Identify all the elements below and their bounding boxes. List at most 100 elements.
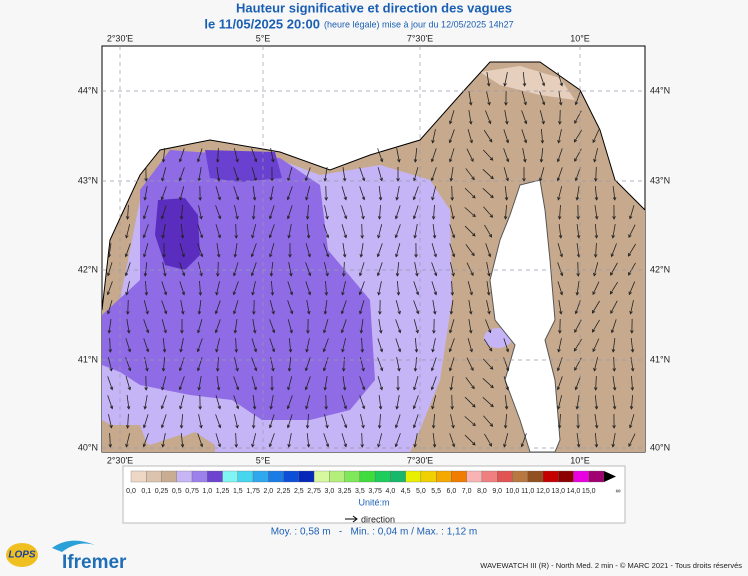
arrow-head [109,424,113,429]
color-swatch [146,470,162,483]
arrow-head [488,234,492,238]
arrow-head [557,216,562,220]
arrow-head [216,177,221,182]
arrow [179,148,185,162]
arrow-head [630,367,635,372]
arrow-head [448,120,453,125]
arrow-head [489,157,494,161]
arrow-head [469,348,473,353]
lon-label: 7°30'E [407,455,433,465]
arrow-head [343,443,348,448]
arrow [108,319,112,333]
arrow-head [594,424,599,429]
arrow-head [271,329,276,334]
arrow [377,262,383,276]
arrow [269,338,275,352]
arrow-head [342,386,347,391]
arrow-head [343,215,348,220]
arrow [485,110,491,124]
arrow [504,395,508,409]
arrow-head [593,367,597,372]
arrow [574,338,582,352]
arrow-head [559,253,563,258]
arrow-head [505,177,509,182]
arrow [630,337,634,353]
arrow [378,319,382,333]
arrow [613,356,615,372]
arrow-head [304,386,309,391]
scale-label: 13,0 [551,488,565,495]
arrow-head [523,120,528,125]
arrow [180,300,184,314]
arrow [431,376,437,390]
arrow [342,243,346,257]
arrow [252,395,256,409]
direction-arrows [106,71,636,448]
arrow-head [629,406,634,410]
arrow-head [178,177,183,182]
arrow-head [449,310,454,315]
arrow [576,186,580,200]
arrow-head [412,424,417,429]
arrow-head [235,177,240,182]
arrow [576,433,580,447]
arrow [323,319,329,333]
arrow [449,148,455,162]
arrow-head [180,330,184,334]
arrow [323,224,329,238]
arrow [198,167,202,181]
color-swatch [390,470,406,483]
arrow-head [307,310,311,315]
arrow [575,91,581,105]
arrow-head [324,292,329,296]
arrow-head [305,216,310,220]
arrow-head [289,310,294,315]
arrow [451,185,453,201]
arrow-head [217,196,222,201]
lon-label: 2°30'E [107,455,133,465]
arrow [288,224,292,238]
arrow [484,433,492,447]
arrow [593,262,599,276]
arrow-head [235,367,239,372]
arrow-head [180,235,185,239]
arrow-head [576,273,580,277]
arrow-head [490,194,494,199]
arrow-head [306,444,311,448]
arrow-head [450,197,454,201]
arrow [269,319,275,333]
scale-label: 14,0 [567,488,581,495]
arrow [574,129,582,143]
arrow [251,433,257,447]
arrow-head [196,348,201,353]
arrow-head [286,405,291,410]
arrow [558,224,562,238]
arrow-head [574,329,578,333]
arrow [269,300,275,314]
arrow [431,186,437,200]
color-swatch [313,470,330,483]
scale-label: 2,25 [277,488,291,495]
arrow [377,338,383,352]
scale-label: 3,75 [368,488,382,495]
arrow-head [451,443,456,448]
arrow [307,413,309,429]
arrow [144,395,148,409]
arrow-head [489,423,494,427]
arrow [342,281,346,295]
arrow-head [450,406,454,410]
arrow-head [178,158,183,163]
arrow-head [430,177,435,182]
arrow [612,186,616,200]
color-swatch [588,470,605,483]
arrow [464,225,476,237]
arrow-head [541,120,545,125]
arrow-head [415,272,419,277]
arrow [269,433,275,447]
arrow-head [360,349,365,353]
arrow-head [251,425,256,429]
scale-label: 1,75 [246,488,260,495]
lon-label: 5°E [256,33,271,43]
arrow [482,378,494,388]
color-swatch [237,470,254,483]
